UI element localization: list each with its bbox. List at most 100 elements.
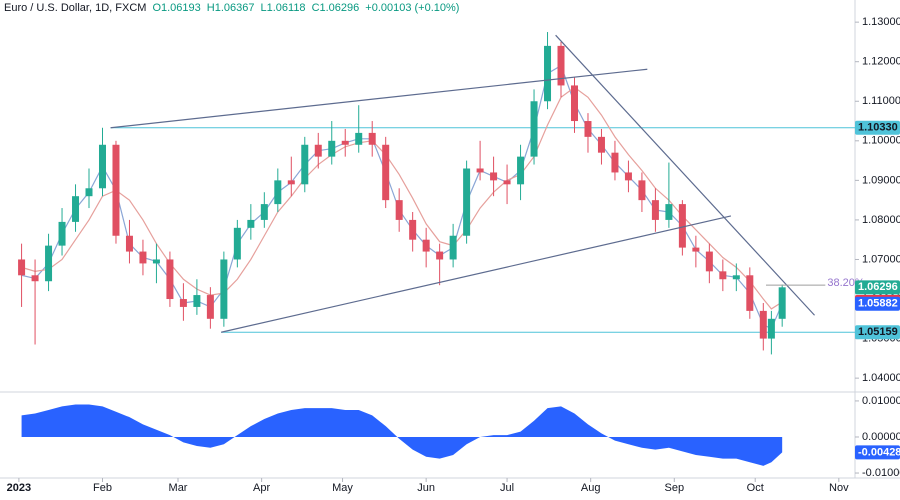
candle-body [678,204,686,248]
y-tick-label: 1.13000 [862,16,900,28]
x-tick-label: Mar [169,482,188,494]
trendline [221,215,732,333]
y-tick-label: 1.10000 [862,135,900,147]
moving-average [21,86,783,310]
candle-body [368,132,376,145]
candle-body [422,239,430,252]
candle-body [274,180,282,205]
candle-body [436,251,444,260]
candle-body [179,299,187,307]
candle-body [732,275,740,280]
candle-body [247,219,255,228]
candle-body [530,101,538,157]
y-tick-label: 1.09000 [862,174,900,186]
y-tick-label: 1.12000 [862,56,900,68]
x-tick-label: Feb [93,482,112,494]
candle-body [112,144,120,236]
candle-body [570,85,578,122]
candle-body [166,259,174,300]
oscillator-area [21,404,783,466]
candle-body [705,251,713,272]
candle-body [719,271,727,280]
x-tick-label: Oct [747,482,764,494]
candle-body [490,172,498,181]
candle-body [58,221,66,246]
candle-body [328,140,336,157]
x-tick-label: Aug [581,482,601,494]
y-tick-label: 0.01000 [862,395,900,407]
x-tick-label: Sep [665,482,685,494]
price-label-box [855,296,900,311]
candle-body [476,168,484,173]
x-tick-label: 2023 [7,482,31,494]
y-tick-label: 1.11000 [862,95,900,107]
candle-body [409,219,417,240]
candle-body [45,245,53,282]
header-value: C1.06296 [312,2,360,14]
x-tick-label: Jun [417,482,435,494]
price-label: 1.05882 [858,298,898,310]
price-label-box [855,280,900,295]
candle-body [503,180,511,185]
candle-body [260,204,268,220]
candle-body [557,45,565,86]
candle-body [382,144,390,201]
y-tick-label: 0.00000 [862,431,900,443]
candle-body [287,180,295,185]
x-tick-label: Nov [829,482,849,494]
candle-body [597,136,605,153]
candle-body [778,287,786,319]
x-tick-label: Jul [500,482,514,494]
candle-body [301,144,309,185]
candle-body [584,121,592,137]
candle-body [72,196,80,222]
price-label: 1.10330 [858,122,898,134]
candle-body [665,204,673,220]
candle-body [544,45,552,102]
candle-body [611,152,619,173]
y-tick-label: 1.07000 [862,253,900,265]
candle-body [152,259,160,264]
candle-body [18,259,26,276]
candle-body [692,247,700,252]
header-value: +0.00103 (+0.10%) [365,2,459,14]
moving-average [21,64,783,330]
candle-body [355,132,363,145]
price-label: 1.06296 [858,281,898,293]
candle-body [206,295,214,319]
candle-body [517,156,525,185]
candle-body [233,227,241,260]
y-tick-label: 1.08000 [862,214,900,226]
candle-body [341,140,349,145]
header-value: L1.06118 [260,2,305,14]
chart-title: Euro / U.S. Dollar, 1D, FXCM [4,2,146,14]
candle-body [395,200,403,220]
header-value: O1.06193 [152,2,200,14]
trendline [110,68,648,129]
candle-body [31,275,39,282]
header-value: H1.06367 [207,2,255,14]
candle-body [759,310,767,339]
candle-body [449,235,457,260]
candle-body [139,251,147,264]
candle-body [463,168,471,236]
candle-body [746,275,754,311]
candle-body [624,172,632,181]
price-label-box [855,120,900,135]
y-tick-label: -0.01000 [862,467,900,479]
trendline [555,34,815,316]
price-label: -0.00428 [858,446,900,458]
candle-body [220,259,228,319]
price-label-box [855,445,900,460]
candle-body [651,200,659,220]
header: Euro / U.S. Dollar, 1D, FXCM [4,2,146,14]
candle-body [125,235,133,252]
y-tick-label: 1.04000 [862,372,900,384]
x-tick-label: Apr [253,482,270,494]
candle-body [193,295,201,307]
candle-body [638,180,646,201]
price-label: 1.05159 [858,326,898,338]
x-tick-label: May [332,482,353,494]
